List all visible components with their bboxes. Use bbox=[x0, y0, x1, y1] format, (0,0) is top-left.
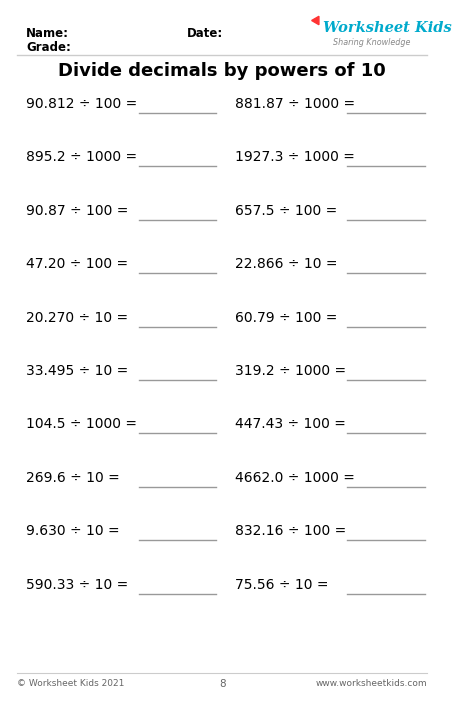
Text: 832.16 ÷ 100 =: 832.16 ÷ 100 = bbox=[235, 524, 346, 538]
Text: 60.79 ÷ 100 =: 60.79 ÷ 100 = bbox=[235, 311, 337, 324]
Text: 9.630 ÷ 10 =: 9.630 ÷ 10 = bbox=[26, 524, 119, 538]
Text: 657.5 ÷ 100 =: 657.5 ÷ 100 = bbox=[235, 204, 337, 218]
Text: 20.270 ÷ 10 =: 20.270 ÷ 10 = bbox=[26, 311, 128, 324]
Text: 8: 8 bbox=[219, 679, 226, 689]
Text: 22.866 ÷ 10 =: 22.866 ÷ 10 = bbox=[235, 257, 338, 271]
Text: 319.2 ÷ 1000 =: 319.2 ÷ 1000 = bbox=[235, 364, 346, 378]
Text: www.worksheetkids.com: www.worksheetkids.com bbox=[316, 679, 427, 688]
Text: 881.87 ÷ 1000 =: 881.87 ÷ 1000 = bbox=[235, 97, 356, 111]
Text: 1927.3 ÷ 1000 =: 1927.3 ÷ 1000 = bbox=[235, 150, 355, 164]
Text: 75.56 ÷ 10 =: 75.56 ÷ 10 = bbox=[235, 577, 329, 592]
Text: 895.2 ÷ 1000 =: 895.2 ÷ 1000 = bbox=[26, 150, 137, 164]
Text: 4662.0 ÷ 1000 =: 4662.0 ÷ 1000 = bbox=[235, 471, 355, 485]
Text: Name:: Name: bbox=[26, 27, 69, 41]
Text: Grade:: Grade: bbox=[26, 41, 71, 54]
Text: Sharing Knowledge: Sharing Knowledge bbox=[333, 38, 411, 47]
Text: Divide decimals by powers of 10: Divide decimals by powers of 10 bbox=[58, 62, 386, 80]
Text: 447.43 ÷ 100 =: 447.43 ÷ 100 = bbox=[235, 417, 346, 432]
Text: © Worksheet Kids 2021: © Worksheet Kids 2021 bbox=[17, 679, 125, 688]
Text: 33.495 ÷ 10 =: 33.495 ÷ 10 = bbox=[26, 364, 128, 378]
Text: 90.812 ÷ 100 =: 90.812 ÷ 100 = bbox=[26, 97, 137, 111]
Text: 269.6 ÷ 10 =: 269.6 ÷ 10 = bbox=[26, 471, 120, 485]
Text: 590.33 ÷ 10 =: 590.33 ÷ 10 = bbox=[26, 577, 128, 592]
Text: 104.5 ÷ 1000 =: 104.5 ÷ 1000 = bbox=[26, 417, 137, 432]
Text: 90.87 ÷ 100 =: 90.87 ÷ 100 = bbox=[26, 204, 128, 218]
Text: Date:: Date: bbox=[187, 27, 224, 41]
Text: Worksheet Kids: Worksheet Kids bbox=[322, 21, 451, 35]
Text: 47.20 ÷ 100 =: 47.20 ÷ 100 = bbox=[26, 257, 128, 271]
